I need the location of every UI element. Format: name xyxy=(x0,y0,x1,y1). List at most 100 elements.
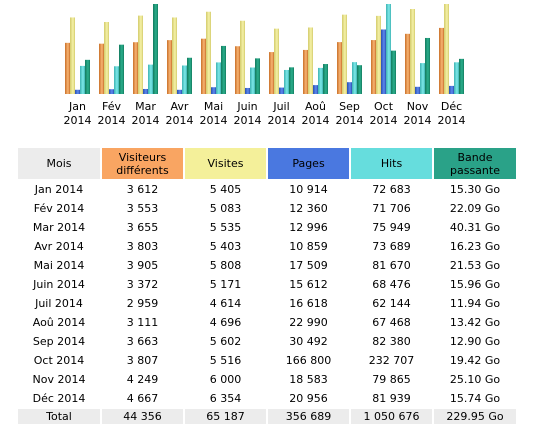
cell-pages: 12 360 xyxy=(289,202,328,215)
cell-visites: 5 083 xyxy=(209,202,242,215)
cell-visites: 6 354 xyxy=(209,392,242,405)
table-row: Jan 2014 3 612 5 405 10 914 72 683 15.30 Go xyxy=(18,181,516,198)
cell-bande: 12.90 Go xyxy=(449,335,501,348)
cell-visiteurs: 3 663 xyxy=(126,335,159,348)
cell-mois: Déc 2014 xyxy=(32,392,86,405)
cell-visites: 4 696 xyxy=(209,316,242,329)
cell-pages: 16 618 xyxy=(289,297,328,310)
bar-hits-8 xyxy=(352,62,357,94)
table-body: Jan 2014 3 612 5 405 10 914 72 683 15.30 Go Fé… xyxy=(18,181,516,424)
cell-pages: 18 583 xyxy=(289,373,328,386)
header-hits: Hits xyxy=(351,148,432,179)
month-label-9-1: 2014 xyxy=(370,114,398,127)
cell-mois: Fév 2014 xyxy=(33,202,85,215)
table-row: Oct 2014 3 807 5 516 166 800 232 707 19.42 Go xyxy=(18,352,516,369)
month-label-8-0: Sep xyxy=(339,100,360,113)
cell-hits: 67 468 xyxy=(372,316,411,329)
cell-visites: 5 405 xyxy=(209,183,242,196)
bar-bande-9 xyxy=(391,50,396,94)
table-row: Aoû 2014 3 111 4 696 22 990 67 468 13.42 Go xyxy=(18,314,516,331)
cell-mois: Nov 2014 xyxy=(32,373,86,386)
bar-hits-0 xyxy=(80,65,85,94)
total-mois: Total xyxy=(18,409,100,424)
bar-visites-4 xyxy=(206,11,211,94)
month-label-7-0: Aoû xyxy=(305,100,326,113)
cell-bande: 21.53 Go xyxy=(449,259,501,272)
bar-pages-0 xyxy=(75,89,80,94)
month-label-0-0: Jan xyxy=(68,100,86,113)
cell-visiteurs: 3 612 xyxy=(126,183,159,196)
cell-mois: Mar 2014 xyxy=(32,221,86,234)
table-row: Mar 2014 3 655 5 535 12 996 75 949 40.31 Go xyxy=(18,219,516,236)
bar-visiteurs-3 xyxy=(167,40,172,94)
bar-visiteurs-6 xyxy=(269,52,274,94)
bar-bande-8 xyxy=(357,65,362,94)
bar-visiteurs-11 xyxy=(439,27,444,94)
bar-visiteurs-1 xyxy=(99,43,104,94)
bar-visiteurs-10 xyxy=(405,33,410,94)
month-label-10-0: Nov xyxy=(407,100,429,113)
bar-hits-4 xyxy=(216,62,221,94)
total-visites: 65 187 xyxy=(185,409,266,424)
cell-pages: 12 996 xyxy=(289,221,328,234)
cell-visiteurs: 3 655 xyxy=(126,221,159,234)
cell-bande: 25.10 Go xyxy=(449,373,501,386)
cell-pages: 166 800 xyxy=(285,354,332,367)
bar-pages-9 xyxy=(381,29,386,94)
bar-pages-11 xyxy=(449,85,454,94)
bar-visiteurs-8 xyxy=(337,42,342,94)
table-row: Juil 2014 2 959 4 614 16 618 62 144 11.94 Go xyxy=(18,295,516,312)
cell-bande: 40.31 Go xyxy=(449,221,501,234)
table-row: Juin 2014 3 372 5 171 15 612 68 476 15.96 Go xyxy=(18,276,516,293)
cell-bande: 15.74 Go xyxy=(449,392,501,405)
month-label-8-1: 2014 xyxy=(336,114,364,127)
cell-bande: 13.42 Go xyxy=(449,316,501,329)
total-visiteurs: 44 356 xyxy=(102,409,183,424)
month-label-9-0: Oct xyxy=(374,100,394,113)
bar-visites-8 xyxy=(342,14,347,94)
cell-hits: 68 476 xyxy=(372,278,411,291)
bar-visiteurs-7 xyxy=(303,49,308,94)
bar-pages-6 xyxy=(279,87,284,94)
month-label-5-1: 2014 xyxy=(234,114,262,127)
header-visiteurs: Visiteurs différents xyxy=(102,148,183,179)
cell-hits: 81 939 xyxy=(372,392,411,405)
cell-hits: 75 949 xyxy=(372,221,411,234)
bar-hits-7 xyxy=(318,67,323,94)
cell-visites: 6 000 xyxy=(209,373,242,386)
cell-hits: 71 706 xyxy=(372,202,411,215)
bar-bande-11 xyxy=(459,58,464,94)
table-total-row: Total 44 356 65 187 356 689 1 050 676 229.95 … xyxy=(18,409,516,424)
cell-hits: 79 865 xyxy=(372,373,411,386)
bar-hits-3 xyxy=(182,65,187,94)
bar-bande-7 xyxy=(323,64,328,94)
cell-hits: 81 670 xyxy=(372,259,411,272)
cell-visites: 4 614 xyxy=(209,297,242,310)
bar-visiteurs-5 xyxy=(235,46,240,94)
cell-visiteurs: 3 553 xyxy=(126,202,159,215)
cell-pages: 20 956 xyxy=(289,392,328,405)
bar-pages-8 xyxy=(347,82,352,94)
bar-pages-1 xyxy=(109,89,114,94)
bar-bande-10 xyxy=(425,37,430,94)
bar-hits-2 xyxy=(148,64,153,94)
bar-hits-6 xyxy=(284,69,289,94)
bar-bande-5 xyxy=(255,58,260,94)
month-label-0-1: 2014 xyxy=(64,114,92,127)
cell-mois: Juin 2014 xyxy=(33,278,85,291)
table-row: Déc 2014 4 667 6 354 20 956 81 939 15.74 Go xyxy=(18,390,516,407)
bar-pages-5 xyxy=(245,87,250,94)
bar-pages-10 xyxy=(415,86,420,94)
month-label-5-0: Juin xyxy=(236,100,257,113)
cell-hits: 62 144 xyxy=(372,297,411,310)
cell-hits: 82 380 xyxy=(372,335,411,348)
bar-visites-3 xyxy=(172,17,177,95)
cell-mois: Jan 2014 xyxy=(34,183,84,196)
cell-bande: 16.23 Go xyxy=(449,240,501,253)
cell-visiteurs: 3 372 xyxy=(126,278,159,291)
cell-visiteurs: 3 807 xyxy=(126,354,159,367)
month-label-6-1: 2014 xyxy=(268,114,296,127)
month-label-3-1: 2014 xyxy=(166,114,194,127)
table-header-row: Mois Visiteurs différents Visites Pages … xyxy=(18,148,516,179)
cell-visites: 5 516 xyxy=(209,354,242,367)
